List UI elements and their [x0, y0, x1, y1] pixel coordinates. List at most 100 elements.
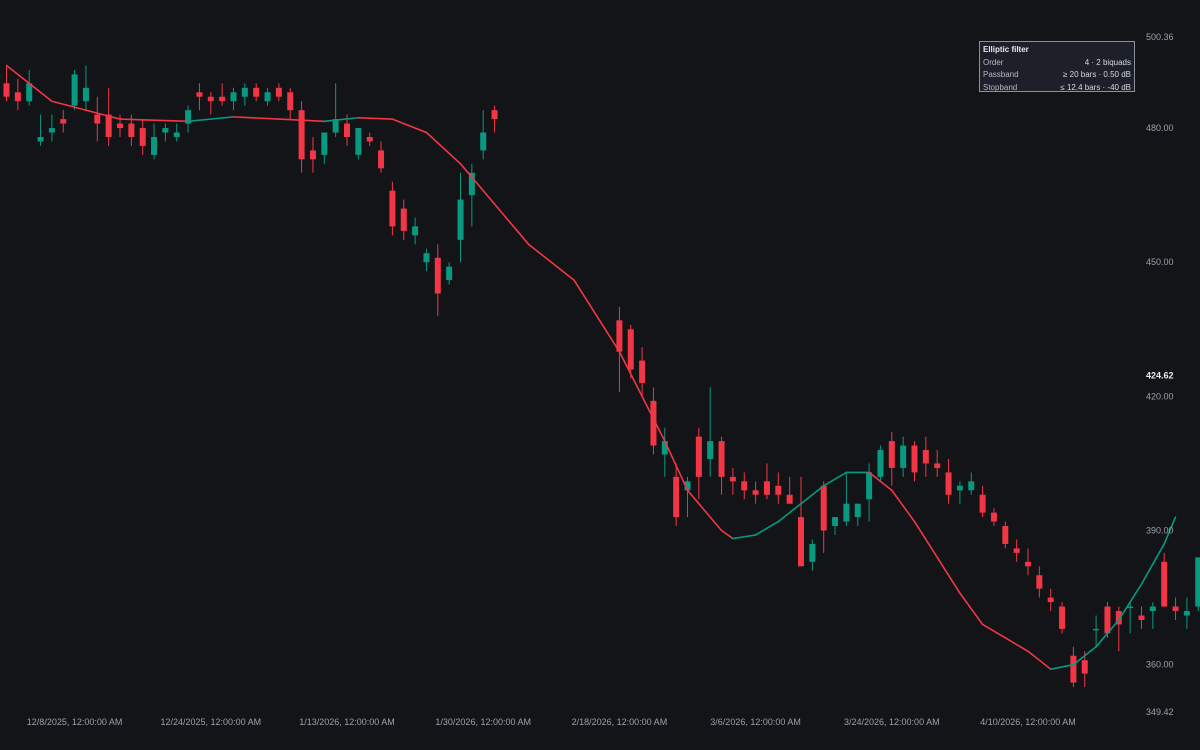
candle-body — [366, 136, 373, 142]
candle — [1013, 539, 1020, 562]
candle — [627, 324, 634, 379]
legend-title: Elliptic filter — [983, 45, 1029, 54]
filter-line-segment — [505, 216, 530, 246]
candle-body — [1093, 628, 1100, 631]
legend-label: Stopband — [983, 83, 1018, 93]
candle — [344, 114, 350, 146]
filter-line-segment — [1163, 516, 1177, 545]
candle-body — [253, 87, 260, 97]
y-tick-label: 390.00 — [1146, 526, 1174, 536]
candle — [480, 110, 487, 160]
candle-body — [139, 128, 146, 146]
candle — [1104, 602, 1111, 638]
candle-body — [71, 74, 78, 106]
candle — [673, 463, 680, 527]
elliptic-filter-line-layer — [5, 64, 1177, 670]
candle-body — [1070, 655, 1077, 683]
candle — [321, 132, 328, 164]
candle — [275, 83, 282, 102]
candle-body — [412, 226, 419, 236]
y-tick-label: 420.00 — [1146, 391, 1174, 401]
candle-body — [400, 208, 407, 231]
filter-line-segment — [868, 471, 893, 492]
candle — [491, 105, 498, 133]
candle-body — [457, 199, 464, 240]
candle — [264, 87, 271, 106]
candle-body — [480, 132, 487, 151]
filter-line-segment — [1095, 619, 1120, 648]
filter-line-segment — [323, 116, 360, 123]
candle — [207, 92, 214, 115]
candle — [1036, 566, 1043, 598]
candle-body — [1149, 606, 1156, 612]
candle-body — [117, 123, 123, 129]
candle-body — [661, 441, 668, 455]
candle — [219, 83, 226, 106]
x-tick-label: 3/6/2026, 12:00:00 AM — [710, 717, 801, 727]
candle-body — [1081, 660, 1088, 674]
candle-body — [60, 119, 67, 124]
candle-body — [321, 132, 328, 155]
candle — [230, 87, 237, 111]
candle-body — [264, 92, 271, 102]
candle-body — [990, 512, 997, 522]
x-tick-label: 1/13/2026, 12:00:00 AM — [299, 717, 395, 727]
candle-body — [968, 481, 975, 491]
candle — [173, 123, 180, 142]
candle-body — [3, 83, 10, 97]
filter-line-segment — [936, 556, 961, 594]
y-axis-top-label: 500.36 — [1146, 32, 1174, 42]
candle-body — [378, 150, 385, 169]
candle-body — [94, 114, 101, 124]
candle-body — [832, 517, 839, 527]
filter-info-legend: Elliptic filter Order 4 · 2 biquads Pass… — [979, 41, 1135, 92]
candle-body — [446, 266, 453, 281]
filter-line-segment — [391, 118, 428, 134]
filter-line-segment — [425, 131, 462, 165]
candle-body — [684, 481, 691, 491]
filter-line-segment — [890, 489, 916, 523]
candle-body — [798, 517, 804, 567]
candle — [1081, 651, 1088, 688]
filter-line-segment — [5, 64, 53, 103]
filter-line-segment — [822, 471, 848, 487]
legend-label: Order — [983, 57, 1004, 67]
candle — [650, 387, 657, 455]
candle-body — [14, 92, 21, 102]
candle — [843, 472, 850, 527]
candle-body — [820, 485, 827, 531]
candle-body — [389, 190, 396, 227]
legend-value: ≥ 20 bars · 0.50 dB — [1063, 70, 1131, 80]
candle — [287, 87, 294, 120]
candle — [71, 69, 78, 111]
filter-line-segment — [1140, 543, 1165, 585]
candles-layer — [3, 65, 1200, 688]
candle — [832, 517, 839, 535]
candle-body — [707, 441, 714, 459]
candle — [468, 163, 475, 227]
candle-body — [934, 463, 941, 468]
candle-body — [491, 110, 498, 120]
legend-value: 4 · 2 biquads — [1084, 57, 1131, 67]
legend-row-order: Order 4 · 2 biquads — [983, 57, 1131, 70]
candle — [934, 450, 941, 477]
candle-body — [185, 110, 192, 124]
y-tick-label: 480.00 — [1146, 123, 1174, 133]
filter-line-segment — [913, 520, 939, 559]
candle — [3, 65, 10, 102]
x-tick-label: 2/18/2026, 12:00:00 AM — [572, 717, 668, 727]
candle — [888, 432, 895, 486]
candle — [820, 481, 827, 553]
candle-body — [877, 450, 884, 477]
candle — [48, 114, 55, 142]
candle-body — [775, 485, 782, 495]
legend-value: ≤ 12.4 bars · -40 dB — [1060, 83, 1131, 93]
candle — [1115, 606, 1122, 652]
candle-body — [673, 476, 680, 518]
candle-body — [468, 172, 475, 196]
candle — [196, 83, 203, 111]
filter-line-segment — [482, 189, 507, 219]
last-price-label: 424.62 — [1146, 371, 1174, 381]
candle — [911, 441, 918, 482]
